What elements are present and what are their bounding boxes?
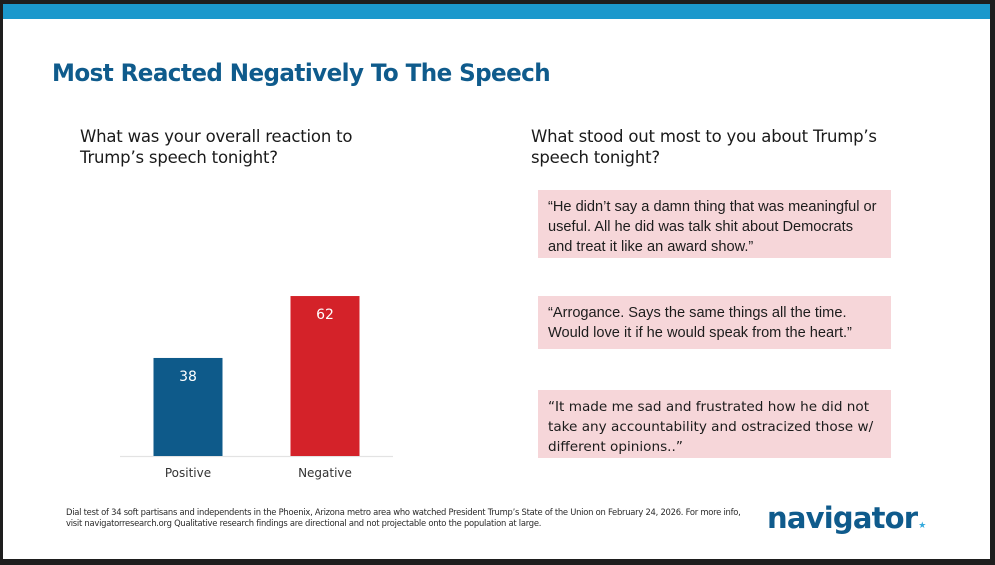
- right-question: What stood out most to you about Trump’s…: [531, 127, 877, 167]
- bar-value-label: 38: [179, 369, 197, 385]
- left-question: What was your overall reaction to Trump’…: [80, 127, 353, 167]
- category-label: Positive: [165, 466, 211, 480]
- accent-bar: [3, 4, 990, 19]
- footnote: Dial test of 34 soft partisans and indep…: [66, 507, 741, 528]
- quote-text: “He didn’t say a damn thing that was mea…: [548, 199, 877, 255]
- quote-box: “It made me sad and frustrated how he di…: [538, 390, 891, 458]
- category-label: Negative: [298, 466, 352, 480]
- slide-title: Most Reacted Negatively To The Speech: [52, 59, 551, 87]
- bar-positive: [153, 357, 223, 456]
- slide: Most Reacted Negatively To The Speech Wh…: [3, 4, 990, 559]
- bar-value-label: 62: [316, 307, 334, 323]
- logo-text: navigator: [767, 501, 918, 535]
- quote-box: “He didn’t say a damn thing that was mea…: [538, 190, 891, 258]
- quote-box: “Arrogance. Says the same things all the…: [538, 296, 891, 349]
- reaction-bar-chart: 38 Positive 62 Negative: [3, 4, 990, 559]
- navigator-logo: navigator★: [767, 501, 926, 535]
- quote-text: “It made me sad and frustrated how he di…: [548, 399, 874, 455]
- quote-text: “Arrogance. Says the same things all the…: [548, 305, 852, 341]
- bar-negative: [290, 296, 360, 456]
- chart-svg: 38 Positive 62 Negative: [120, 296, 393, 480]
- star-icon: ★: [918, 521, 926, 531]
